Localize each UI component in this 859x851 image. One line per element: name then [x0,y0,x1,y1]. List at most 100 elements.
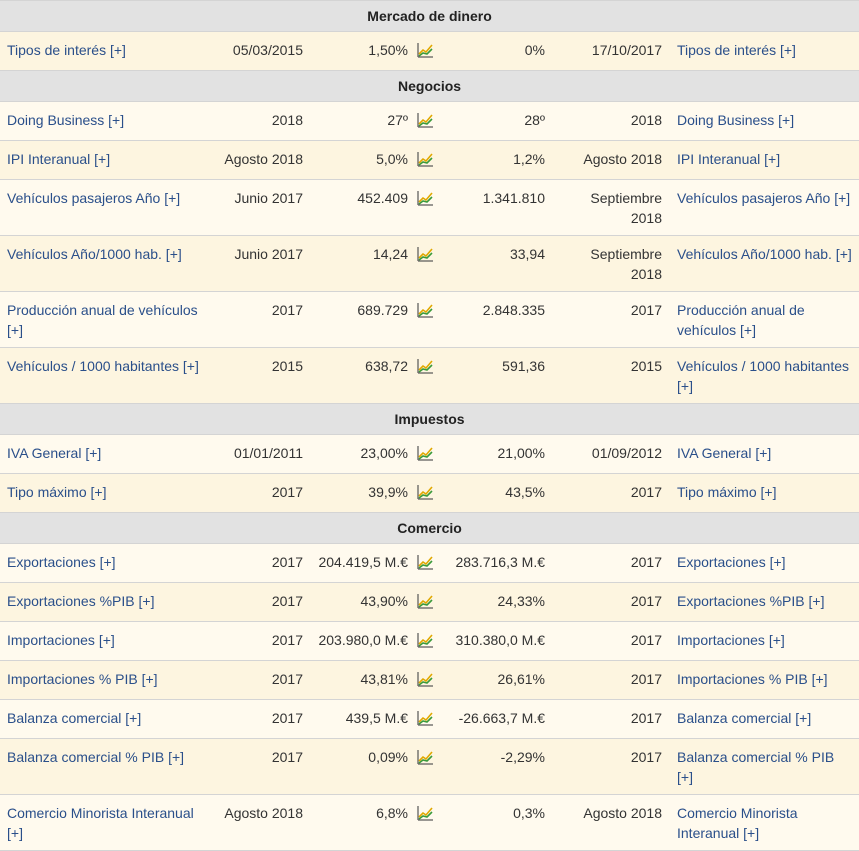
compare-chart-button[interactable] [414,347,438,404]
indicator-label-left[interactable]: IVA General [+] [0,434,206,474]
indicator-label-right[interactable]: Tipos de interés [+] [668,31,859,71]
indicator-label-right[interactable]: IPI Interanual [+] [668,140,859,180]
indicator-link-right[interactable]: IVA General [+] [677,445,772,461]
value-left: 638,72 [309,347,414,404]
date-right: 2017 [551,291,668,348]
value-left: 203.980,0 M.€ [309,621,414,661]
indicator-link-right[interactable]: Exportaciones [+] [677,554,786,570]
indicator-label-right[interactable]: Vehículos / 1000 habitantes [+] [668,347,859,404]
compare-chart-button[interactable] [414,140,438,180]
indicator-label-left[interactable]: Exportaciones [+] [0,543,206,583]
indicator-link-right[interactable]: Exportaciones %PIB [+] [677,593,825,609]
indicator-link-left[interactable]: Balanza comercial [+] [7,710,142,726]
indicator-link-left[interactable]: Exportaciones %PIB [+] [7,593,155,609]
compare-chart-button[interactable] [414,582,438,622]
indicator-label-left[interactable]: Vehículos / 1000 habitantes [+] [0,347,206,404]
indicator-link-right[interactable]: Balanza comercial % PIB [+] [677,749,835,785]
indicator-link-left[interactable]: Comercio Minorista Interanual [+] [7,805,194,841]
indicator-link-right[interactable]: IPI Interanual [+] [677,151,781,167]
date-right: 17/10/2017 [551,31,668,71]
indicator-label-left[interactable]: Doing Business [+] [0,101,206,141]
indicator-link-left[interactable]: Tipos de interés [+] [7,42,126,58]
indicator-link-left[interactable]: Tipo máximo [+] [7,484,107,500]
compare-chart-button[interactable] [414,179,438,236]
value-left: 43,90% [309,582,414,622]
compare-chart-button[interactable] [414,699,438,739]
indicator-link-right[interactable]: Vehículos Año/1000 hab. [+] [677,246,852,262]
section-title: Comercio [0,512,859,544]
indicator-label-left[interactable]: Importaciones % PIB [+] [0,660,206,700]
indicator-link-left[interactable]: Vehículos Año/1000 hab. [+] [7,246,182,262]
compare-chart-button[interactable] [414,473,438,513]
indicator-label-left[interactable]: Vehículos pasajeros Año [+] [0,179,206,236]
indicator-link-right[interactable]: Vehículos / 1000 habitantes [+] [677,358,850,394]
indicator-link-left[interactable]: Vehículos pasajeros Año [+] [7,190,181,206]
indicator-link-left[interactable]: Producción anual de vehículos [+] [7,302,198,338]
compare-chart-button[interactable] [414,235,438,292]
indicator-link-right[interactable]: Doing Business [+] [677,112,795,128]
compare-chart-button[interactable] [414,291,438,348]
compare-chart-button[interactable] [414,621,438,661]
indicator-label-right[interactable]: Comercio Minorista Interanual [+] [668,794,859,851]
compare-chart-button[interactable] [414,31,438,71]
value-left: 6,8% [309,794,414,851]
indicator-link-left[interactable]: Vehículos / 1000 habitantes [+] [7,358,199,374]
indicator-link-right[interactable]: Comercio Minorista Interanual [+] [677,805,798,841]
indicator-link-left[interactable]: IVA General [+] [7,445,102,461]
indicator-link-right[interactable]: Vehículos pasajeros Año [+] [677,190,851,206]
value-right: 33,94 [438,235,551,292]
line-chart-icon [417,247,433,262]
indicator-label-left[interactable]: Comercio Minorista Interanual [+] [0,794,206,851]
indicator-link-right[interactable]: Tipo máximo [+] [677,484,777,500]
date-right: 2017 [551,543,668,583]
indicator-label-right[interactable]: Importaciones [+] [668,621,859,661]
indicator-label-right[interactable]: Importaciones % PIB [+] [668,660,859,700]
compare-chart-button[interactable] [414,543,438,583]
indicator-label-right[interactable]: Producción anual de vehículos [+] [668,291,859,348]
indicator-link-left[interactable]: IPI Interanual [+] [7,151,111,167]
compare-chart-button[interactable] [414,738,438,795]
date-left: 01/01/2011 [206,434,309,474]
date-left: 2017 [206,291,309,348]
line-chart-icon [417,43,433,58]
indicator-label-right[interactable]: IVA General [+] [668,434,859,474]
indicator-label-right[interactable]: Tipo máximo [+] [668,473,859,513]
indicator-label-right[interactable]: Vehículos pasajeros Año [+] [668,179,859,236]
section-header: Impuestos [0,403,859,435]
line-chart-icon [417,555,433,570]
line-chart-icon [417,113,433,128]
indicator-label-right[interactable]: Exportaciones %PIB [+] [668,582,859,622]
indicator-link-right[interactable]: Importaciones [+] [677,632,785,648]
value-left: 14,24 [309,235,414,292]
indicator-link-left[interactable]: Importaciones [+] [7,632,115,648]
indicator-link-right[interactable]: Tipos de interés [+] [677,42,796,58]
compare-chart-button[interactable] [414,660,438,700]
compare-chart-button[interactable] [414,794,438,851]
indicator-label-left[interactable]: Tipo máximo [+] [0,473,206,513]
indicator-label-right[interactable]: Vehículos Año/1000 hab. [+] [668,235,859,292]
indicator-link-left[interactable]: Doing Business [+] [7,112,125,128]
indicator-label-left[interactable]: IPI Interanual [+] [0,140,206,180]
indicator-link-left[interactable]: Balanza comercial % PIB [+] [7,749,185,765]
indicator-label-right[interactable]: Doing Business [+] [668,101,859,141]
indicator-label-left[interactable]: Producción anual de vehículos [+] [0,291,206,348]
indicator-label-left[interactable]: Balanza comercial [+] [0,699,206,739]
indicator-link-right[interactable]: Balanza comercial [+] [677,710,812,726]
indicator-label-left[interactable]: Importaciones [+] [0,621,206,661]
compare-chart-button[interactable] [414,101,438,141]
indicator-link-right[interactable]: Producción anual de vehículos [+] [677,302,805,338]
indicator-label-right[interactable]: Exportaciones [+] [668,543,859,583]
indicator-link-right[interactable]: Importaciones % PIB [+] [677,671,828,687]
compare-chart-button[interactable] [414,434,438,474]
indicator-label-left[interactable]: Balanza comercial % PIB [+] [0,738,206,795]
indicator-link-left[interactable]: Exportaciones [+] [7,554,116,570]
table-row: Producción anual de vehículos [+] 2017 6… [0,291,859,348]
indicator-label-left[interactable]: Tipos de interés [+] [0,31,206,71]
indicator-label-left[interactable]: Exportaciones %PIB [+] [0,582,206,622]
indicator-label-right[interactable]: Balanza comercial % PIB [+] [668,738,859,795]
indicator-label-left[interactable]: Vehículos Año/1000 hab. [+] [0,235,206,292]
indicator-link-left[interactable]: Importaciones % PIB [+] [7,671,158,687]
indicator-label-right[interactable]: Balanza comercial [+] [668,699,859,739]
section-header: Mercado de dinero [0,0,859,32]
